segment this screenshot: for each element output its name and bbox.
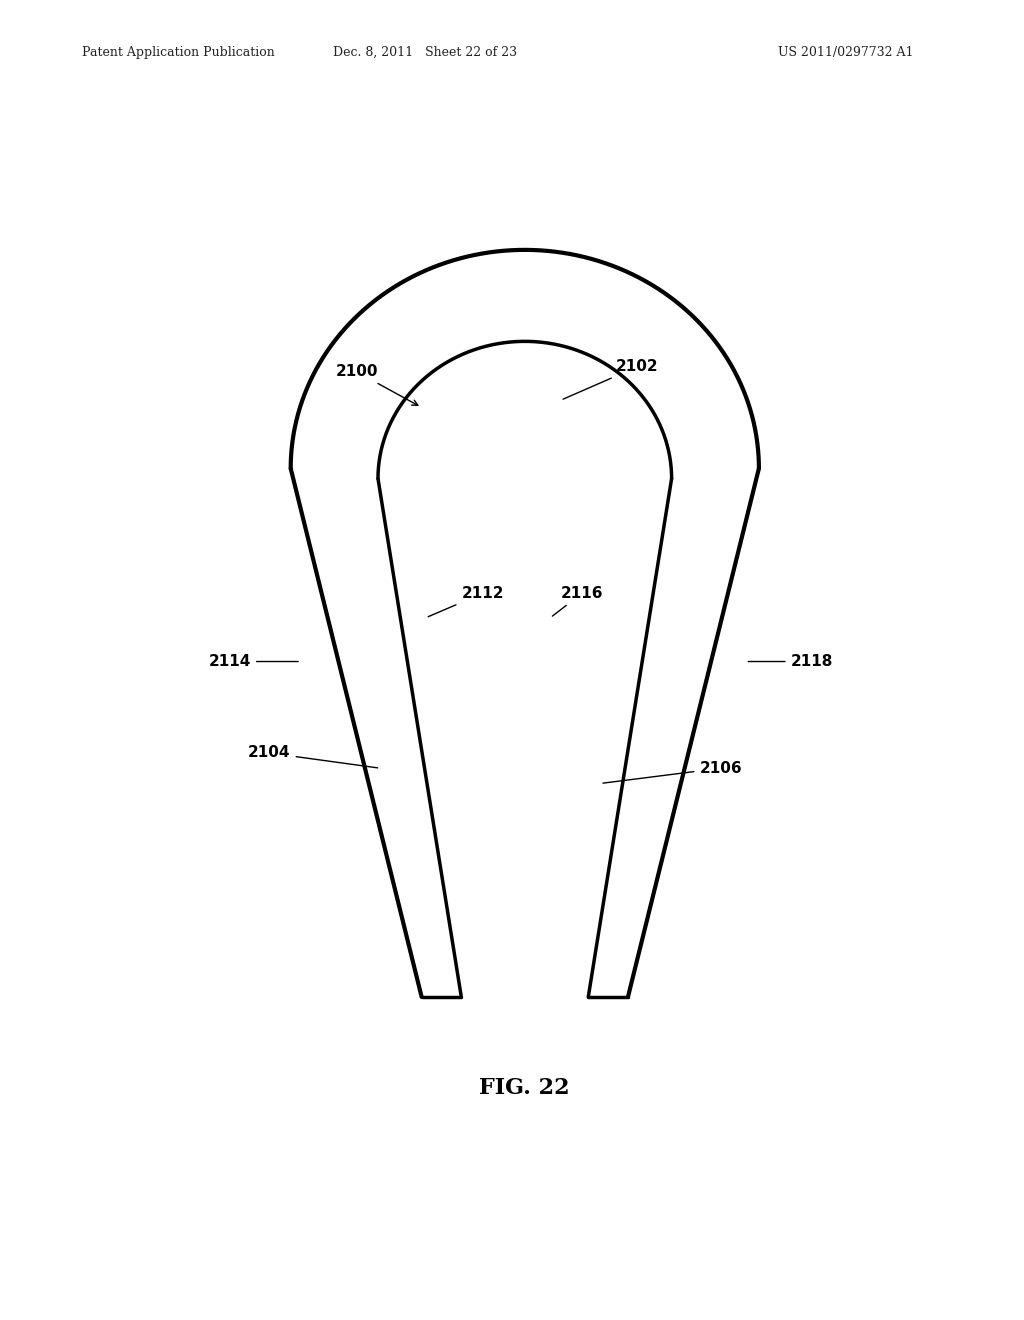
Text: 2118: 2118 — [749, 653, 834, 669]
Text: 2116: 2116 — [552, 586, 603, 616]
Text: 2106: 2106 — [603, 760, 742, 783]
Text: US 2011/0297732 A1: US 2011/0297732 A1 — [778, 46, 913, 59]
Text: 2102: 2102 — [563, 359, 658, 399]
Text: Dec. 8, 2011   Sheet 22 of 23: Dec. 8, 2011 Sheet 22 of 23 — [333, 46, 517, 59]
Text: 2100: 2100 — [336, 364, 418, 405]
Text: FIG. 22: FIG. 22 — [479, 1077, 570, 1100]
Text: 2104: 2104 — [248, 746, 378, 768]
Text: 2114: 2114 — [209, 653, 298, 669]
Text: Patent Application Publication: Patent Application Publication — [82, 46, 274, 59]
Text: 2112: 2112 — [428, 586, 504, 616]
